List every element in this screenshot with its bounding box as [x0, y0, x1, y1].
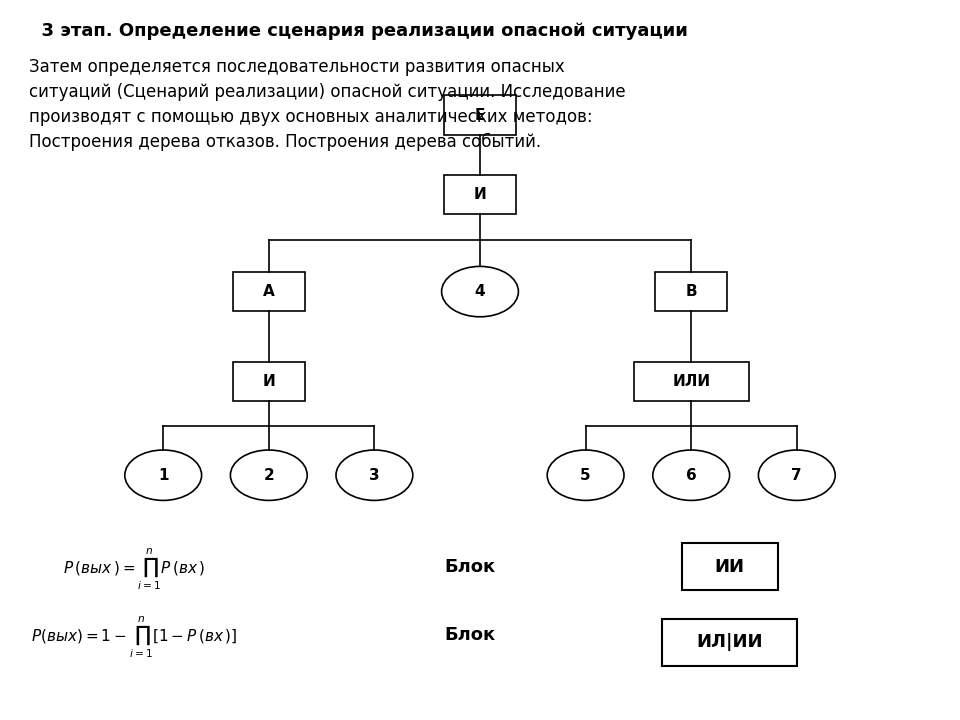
Ellipse shape: [125, 450, 202, 500]
Text: 3 этап. Определение сценария реализации опасной ситуации: 3 этап. Определение сценария реализации …: [29, 22, 687, 40]
Ellipse shape: [442, 266, 518, 317]
Text: Затем определяется последовательности развития опасных
ситуаций (Сценарий реализ: Затем определяется последовательности ра…: [29, 58, 625, 151]
Text: А: А: [263, 284, 275, 299]
Text: И: И: [262, 374, 276, 389]
FancyBboxPatch shape: [233, 271, 305, 311]
Text: 5: 5: [580, 468, 591, 482]
Ellipse shape: [758, 450, 835, 500]
Text: Е: Е: [475, 108, 485, 122]
Text: 2: 2: [263, 468, 275, 482]
Text: 1: 1: [158, 468, 168, 482]
FancyBboxPatch shape: [682, 544, 778, 590]
Text: ИЛ|ИИ: ИЛ|ИИ: [696, 634, 763, 651]
FancyBboxPatch shape: [634, 362, 749, 402]
Text: ИЛИ: ИЛИ: [672, 374, 710, 389]
Text: 7: 7: [791, 468, 803, 482]
Text: Блок: Блок: [444, 626, 496, 644]
Text: $P\,(вых\,) = \prod_{i=1}^{n} P\,(вх\,)$: $P\,(вых\,) = \prod_{i=1}^{n} P\,(вх\,)$: [63, 546, 205, 592]
FancyBboxPatch shape: [662, 618, 797, 665]
Text: 6: 6: [685, 468, 697, 482]
FancyBboxPatch shape: [444, 96, 516, 135]
Text: В: В: [685, 284, 697, 299]
Ellipse shape: [547, 450, 624, 500]
Text: Блок: Блок: [444, 557, 496, 576]
Ellipse shape: [230, 450, 307, 500]
Text: 4: 4: [474, 284, 486, 299]
Text: ИИ: ИИ: [714, 557, 745, 576]
FancyBboxPatch shape: [444, 175, 516, 215]
Ellipse shape: [336, 450, 413, 500]
Text: И: И: [473, 187, 487, 202]
Text: 3: 3: [369, 468, 380, 482]
FancyBboxPatch shape: [655, 271, 728, 311]
FancyBboxPatch shape: [233, 362, 305, 402]
Text: $P(вых) = 1 - \prod_{i=1}^{n}[1 - P\,(вх\,)]$: $P(вых) = 1 - \prod_{i=1}^{n}[1 - P\,(вх…: [32, 614, 237, 660]
Ellipse shape: [653, 450, 730, 500]
